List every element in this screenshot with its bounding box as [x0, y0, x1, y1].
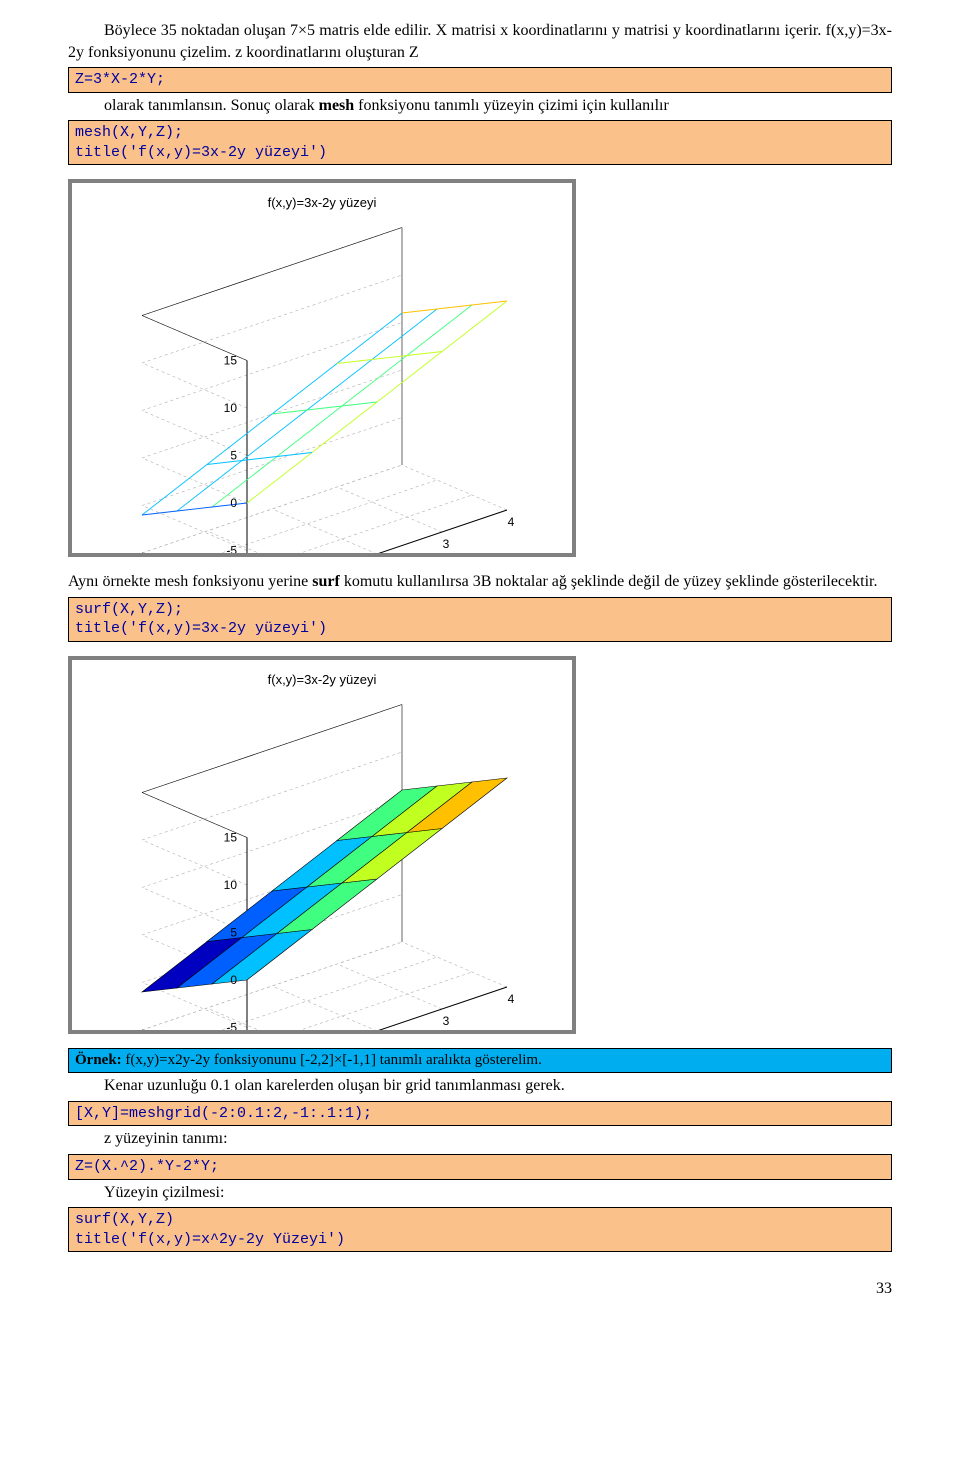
mesh-svg: f(x,y)=3x-2y yüzeyi151050-5-10012301234 [72, 183, 572, 553]
code-block-6: surf(X,Y,Z) title('f(x,y)=x^2y-2y Yüzeyi… [68, 1207, 892, 1252]
svg-text:f(x,y)=3x-2y yüzeyi: f(x,y)=3x-2y yüzeyi [268, 195, 377, 210]
code-block-2: mesh(X,Y,Z); title('f(x,y)=3x-2y yüzeyi'… [68, 120, 892, 165]
svg-text:0: 0 [230, 496, 237, 510]
paragraph-4: Kenar uzunluğu 0.1 olan karelerden oluşa… [68, 1075, 892, 1097]
svg-text:5: 5 [230, 449, 237, 463]
example-label: Örnek: [75, 1052, 125, 1068]
t-p2b: mesh [319, 97, 355, 114]
code-block-1: Z=3*X-2*Y; [68, 67, 892, 93]
t-p2a: olarak tanımlansın. Sonuç olarak [104, 97, 319, 114]
code-block-5: Z=(X.^2).*Y-2*Y; [68, 1154, 892, 1180]
t-p2c: fonksiyonu tanımlı yüzeyin çizimi için k… [354, 97, 669, 114]
svg-text:-5: -5 [226, 1020, 237, 1030]
svg-text:0: 0 [230, 973, 237, 987]
svg-text:3: 3 [443, 537, 450, 551]
t-p3b: surf [312, 573, 340, 590]
paragraph-5: z yüzeyinin tanımı: [68, 1128, 892, 1150]
mesh-chart: f(x,y)=3x-2y yüzeyi151050-5-10012301234 [68, 179, 892, 557]
svg-text:4: 4 [508, 515, 515, 529]
code-block-3: surf(X,Y,Z); title('f(x,y)=3x-2y yüzeyi'… [68, 597, 892, 642]
svg-text:3: 3 [443, 1014, 450, 1028]
svg-text:15: 15 [224, 354, 238, 368]
t-p3c: komutu kullanılırsa 3B noktalar ağ şekli… [340, 573, 878, 590]
paragraph-2: olarak tanımlansın. Sonuç olarak mesh fo… [68, 95, 892, 117]
surf-svg: f(x,y)=3x-2y yüzeyi151050-5-10012301234 [72, 660, 572, 1030]
code3-line2: title('f(x,y)=3x-2y yüzeyi') [75, 619, 885, 639]
svg-text:4: 4 [508, 992, 515, 1006]
paragraph-1: Böylece 35 noktadan oluşan 7×5 matris el… [68, 20, 892, 63]
page: Böylece 35 noktadan oluşan 7×5 matris el… [0, 0, 960, 1318]
svg-text:10: 10 [224, 878, 238, 892]
example-text: f(x,y)=x2y-2y fonksiyonunu [-2,2]×[-1,1]… [125, 1052, 541, 1068]
page-number: 33 [68, 1280, 892, 1298]
code3-line1: surf(X,Y,Z); [75, 600, 885, 620]
svg-text:5: 5 [230, 925, 237, 939]
code6-line1: surf(X,Y,Z) [75, 1210, 885, 1230]
code2-line2: title('f(x,y)=3x-2y yüzeyi') [75, 143, 885, 163]
paragraph-3: Aynı örnekte mesh fonksiyonu yerine surf… [68, 571, 892, 593]
svg-text:f(x,y)=3x-2y yüzeyi: f(x,y)=3x-2y yüzeyi [268, 672, 377, 687]
code2-line1: mesh(X,Y,Z); [75, 123, 885, 143]
paragraph-6: Yüzeyin çizilmesi: [68, 1182, 892, 1204]
code-block-4: [X,Y]=meshgrid(-2:0.1:2,-1:.1:1); [68, 1101, 892, 1127]
surf-chart: f(x,y)=3x-2y yüzeyi151050-5-10012301234 [68, 656, 892, 1034]
example-box: Örnek: f(x,y)=x2y-2y fonksiyonunu [-2,2]… [68, 1048, 892, 1074]
code6-line2: title('f(x,y)=x^2y-2y Yüzeyi') [75, 1230, 885, 1250]
svg-text:15: 15 [224, 830, 238, 844]
svg-text:-5: -5 [226, 544, 237, 554]
svg-text:10: 10 [224, 401, 238, 415]
t-p3a: Aynı örnekte mesh fonksiyonu yerine [68, 573, 312, 590]
